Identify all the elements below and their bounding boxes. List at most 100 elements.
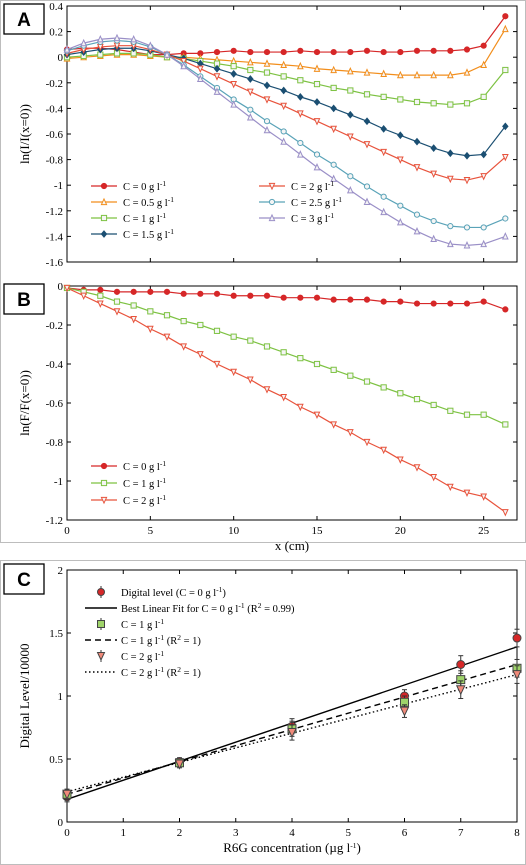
legend-label: C = 0 g l-1 xyxy=(123,459,166,474)
series-c-3-g-l xyxy=(63,33,509,249)
data-point xyxy=(463,68,471,76)
data-point xyxy=(330,48,337,56)
data-point xyxy=(455,685,466,696)
data-point xyxy=(502,66,509,74)
data-point xyxy=(330,366,337,373)
data-point xyxy=(363,438,371,447)
data-point xyxy=(413,98,421,106)
data-point xyxy=(287,728,297,739)
legend-marker xyxy=(100,230,108,238)
superscript: 2 xyxy=(177,665,181,674)
data-point xyxy=(456,660,466,669)
legend-marker xyxy=(268,182,276,191)
data-point xyxy=(280,137,288,145)
data-point xyxy=(430,170,438,178)
data-point xyxy=(213,327,221,334)
data-point xyxy=(246,113,254,121)
text-span: Digital level (C = 0 g l xyxy=(121,588,216,599)
legend-label: C = 1 g l-1 (R2 = 1) xyxy=(121,633,201,648)
data-point xyxy=(380,384,387,391)
data-point xyxy=(246,88,254,97)
legend: C = 0 g l-1C = 0.5 g l-1C = 1 g l-1C = 1… xyxy=(91,179,342,242)
data-point xyxy=(512,670,522,681)
data-point xyxy=(347,87,354,94)
superscript: -1 xyxy=(158,649,164,658)
data-point xyxy=(430,70,438,79)
x-tick-label: 6 xyxy=(402,827,408,839)
data-point xyxy=(347,110,354,119)
data-point xyxy=(501,509,509,517)
text-span: ) xyxy=(222,588,226,599)
x-axis-label: R6G concentration (µg l-1) xyxy=(223,840,361,855)
legend-marker xyxy=(97,588,105,596)
data-point xyxy=(313,64,321,72)
y-tick-label: -0.2 xyxy=(46,78,63,90)
data-point xyxy=(363,68,371,76)
data-point xyxy=(480,224,487,231)
legend-marker xyxy=(100,197,108,206)
x-tick-label: 15 xyxy=(312,525,324,537)
data-point xyxy=(447,300,454,307)
data-point xyxy=(346,186,354,194)
data-point xyxy=(263,69,271,76)
text-span: C = 3 g l xyxy=(291,214,328,225)
data-point xyxy=(263,386,271,394)
data-point xyxy=(363,141,371,149)
data-point xyxy=(346,429,354,437)
text-span: Best Linear Fit for C = 0 g l xyxy=(121,604,238,615)
legend-label: C = 0 g l-1 xyxy=(123,179,166,194)
data-point xyxy=(413,137,421,146)
text-span: C = 0 g l xyxy=(123,182,160,193)
legend-label: C = 2 g l-1 (R2 = 1) xyxy=(121,665,201,680)
legend: C = 0 g l-1C = 1 g l-1C = 2 g l-1 xyxy=(91,459,166,507)
data-point xyxy=(230,47,237,54)
data-point xyxy=(380,298,387,305)
data-point xyxy=(297,47,304,54)
panel-label: A xyxy=(17,10,31,31)
y-tick-label: 0.5 xyxy=(49,754,63,766)
data-point xyxy=(446,70,454,79)
data-point xyxy=(263,59,271,67)
data-point xyxy=(480,298,487,305)
x-tick-label: 20 xyxy=(395,525,407,537)
legend-marker xyxy=(100,479,108,487)
data-point xyxy=(447,47,454,54)
data-point xyxy=(247,106,254,113)
data-point xyxy=(480,93,487,100)
superscript: 2 xyxy=(258,601,262,610)
data-point xyxy=(430,474,438,482)
data-point xyxy=(280,86,287,95)
y-tick-label: -1 xyxy=(54,476,63,488)
data-point xyxy=(413,164,421,172)
y-tick-label: -0.8 xyxy=(46,155,64,167)
data-point xyxy=(430,300,437,307)
data-point xyxy=(480,239,488,248)
data-point xyxy=(97,286,104,293)
data-point xyxy=(363,197,371,205)
legend-label: C = 2 g l-1 xyxy=(291,179,334,194)
superscript: -1 xyxy=(168,195,174,204)
data-point xyxy=(447,149,454,158)
data-point xyxy=(380,48,387,56)
data-point xyxy=(297,355,304,362)
x-tick-label: 8 xyxy=(514,827,520,839)
data-point xyxy=(347,372,354,379)
data-point xyxy=(447,101,454,108)
data-point xyxy=(113,308,121,316)
data-point xyxy=(330,125,338,134)
data-point xyxy=(213,360,221,369)
superscript: -1 xyxy=(160,476,166,485)
data-point xyxy=(113,33,121,42)
data-point xyxy=(296,150,304,158)
data-point xyxy=(397,298,404,305)
data-point xyxy=(502,306,509,313)
y-tick-label: -0.4 xyxy=(46,103,64,115)
data-point xyxy=(130,34,138,43)
superscript: 2 xyxy=(177,633,181,642)
data-point xyxy=(463,151,471,160)
data-point xyxy=(313,411,321,420)
superscript: -1 xyxy=(158,665,164,674)
legend-label: C = 1.5 g l-1 xyxy=(123,227,174,242)
data-point xyxy=(280,73,287,80)
text-span: C = 1.5 g l xyxy=(123,230,168,241)
